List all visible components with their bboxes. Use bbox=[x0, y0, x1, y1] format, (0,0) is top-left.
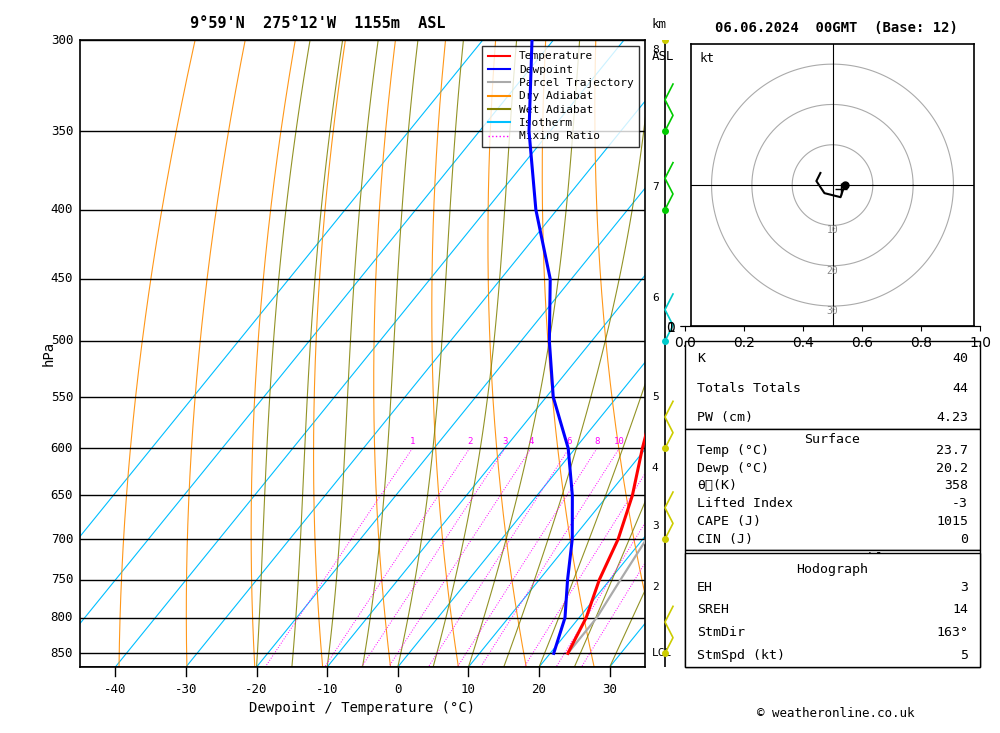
Bar bbox=[685, 341, 980, 429]
Text: StmDir: StmDir bbox=[697, 626, 745, 639]
Text: 3: 3 bbox=[502, 438, 508, 446]
Text: 10: 10 bbox=[614, 438, 625, 446]
Text: © weatheronline.co.uk: © weatheronline.co.uk bbox=[757, 707, 915, 720]
Text: 550: 550 bbox=[51, 391, 73, 404]
Text: 23.7: 23.7 bbox=[936, 443, 968, 457]
Text: 10: 10 bbox=[827, 226, 838, 235]
Text: -20: -20 bbox=[245, 682, 268, 696]
Text: 1: 1 bbox=[410, 438, 415, 446]
Text: K: K bbox=[697, 353, 705, 365]
Text: Surface: Surface bbox=[804, 432, 860, 446]
Text: 9°59'N  275°12'W  1155m  ASL: 9°59'N 275°12'W 1155m ASL bbox=[190, 16, 445, 31]
Text: 358: 358 bbox=[944, 583, 968, 596]
Text: -10: -10 bbox=[316, 682, 338, 696]
Text: 0: 0 bbox=[960, 534, 968, 546]
Text: CAPE (J): CAPE (J) bbox=[697, 622, 761, 635]
Text: 0: 0 bbox=[394, 682, 402, 696]
Text: km: km bbox=[652, 18, 667, 31]
Text: -3: -3 bbox=[952, 603, 968, 616]
Text: 500: 500 bbox=[51, 334, 73, 347]
Text: 8: 8 bbox=[594, 438, 600, 446]
Text: Dewpoint / Temperature (°C): Dewpoint / Temperature (°C) bbox=[249, 701, 476, 715]
Text: 0: 0 bbox=[960, 641, 968, 655]
Text: 30: 30 bbox=[827, 306, 838, 316]
Text: Dewp (°C): Dewp (°C) bbox=[697, 462, 769, 474]
Text: 5: 5 bbox=[960, 649, 968, 662]
Text: 6: 6 bbox=[566, 438, 572, 446]
Text: 6: 6 bbox=[652, 293, 659, 303]
Text: 20: 20 bbox=[532, 682, 547, 696]
Text: 450: 450 bbox=[51, 273, 73, 285]
Text: Totals Totals: Totals Totals bbox=[697, 382, 801, 394]
Text: PW (cm): PW (cm) bbox=[697, 411, 753, 424]
Text: 850: 850 bbox=[51, 647, 73, 660]
Text: Mixing Ratio (g/kg): Mixing Ratio (g/kg) bbox=[688, 383, 698, 512]
Text: 800: 800 bbox=[51, 611, 73, 625]
Text: -3: -3 bbox=[952, 498, 968, 510]
Text: 5: 5 bbox=[652, 392, 659, 402]
Text: 2: 2 bbox=[467, 438, 472, 446]
Text: 4: 4 bbox=[528, 438, 534, 446]
Text: 750: 750 bbox=[51, 573, 73, 586]
Text: 4: 4 bbox=[652, 463, 659, 473]
Text: 20.2: 20.2 bbox=[936, 462, 968, 474]
Text: Pressure (mb): Pressure (mb) bbox=[697, 563, 801, 576]
Text: Lifted Index: Lifted Index bbox=[697, 498, 793, 510]
Text: CAPE (J): CAPE (J) bbox=[697, 515, 761, 528]
Text: 3: 3 bbox=[652, 521, 659, 531]
Text: 400: 400 bbox=[51, 203, 73, 216]
Text: 40: 40 bbox=[952, 353, 968, 365]
Text: 1015: 1015 bbox=[936, 622, 968, 635]
Text: ASL: ASL bbox=[652, 50, 674, 63]
Text: θᴇ (K): θᴇ (K) bbox=[697, 583, 745, 596]
Text: 44: 44 bbox=[952, 382, 968, 394]
Text: 20: 20 bbox=[827, 265, 838, 276]
Text: 14: 14 bbox=[952, 603, 968, 616]
Text: 06.06.2024  00GMT  (Base: 12): 06.06.2024 00GMT (Base: 12) bbox=[715, 21, 957, 34]
Text: -40: -40 bbox=[104, 682, 127, 696]
Text: StmSpd (kt): StmSpd (kt) bbox=[697, 649, 785, 662]
Text: 7: 7 bbox=[652, 183, 659, 192]
Text: SREH: SREH bbox=[697, 603, 729, 616]
Text: θᴇ(K): θᴇ(K) bbox=[697, 479, 737, 493]
Text: LCL: LCL bbox=[652, 649, 672, 658]
Text: kt: kt bbox=[699, 52, 714, 65]
Text: Most Unstable: Most Unstable bbox=[772, 552, 893, 565]
Text: 30: 30 bbox=[602, 682, 617, 696]
Text: 358: 358 bbox=[944, 479, 968, 493]
Text: 2: 2 bbox=[652, 583, 659, 592]
Text: CIN (J): CIN (J) bbox=[697, 641, 753, 655]
Text: 300: 300 bbox=[51, 34, 73, 47]
Legend: Temperature, Dewpoint, Parcel Trajectory, Dry Adiabat, Wet Adiabat, Isotherm, Mi: Temperature, Dewpoint, Parcel Trajectory… bbox=[482, 46, 639, 147]
Text: Temp (°C): Temp (°C) bbox=[697, 443, 769, 457]
Text: 10: 10 bbox=[461, 682, 476, 696]
Text: 3: 3 bbox=[960, 581, 968, 594]
Bar bbox=[685, 429, 980, 550]
Bar bbox=[685, 550, 980, 667]
Text: 1015: 1015 bbox=[936, 515, 968, 528]
Text: Hodograph: Hodograph bbox=[796, 562, 868, 575]
Text: CIN (J): CIN (J) bbox=[697, 534, 753, 546]
Text: 700: 700 bbox=[51, 533, 73, 545]
Text: 350: 350 bbox=[51, 125, 73, 138]
Text: 4.23: 4.23 bbox=[936, 411, 968, 424]
Text: hPa: hPa bbox=[42, 341, 56, 366]
Text: EH: EH bbox=[697, 581, 713, 594]
Text: 600: 600 bbox=[51, 442, 73, 454]
Text: 886: 886 bbox=[944, 563, 968, 576]
Text: 650: 650 bbox=[51, 489, 73, 502]
Text: 163°: 163° bbox=[936, 626, 968, 639]
Text: 8: 8 bbox=[652, 45, 659, 55]
Text: Lifted Index: Lifted Index bbox=[697, 603, 793, 616]
Text: -30: -30 bbox=[175, 682, 197, 696]
